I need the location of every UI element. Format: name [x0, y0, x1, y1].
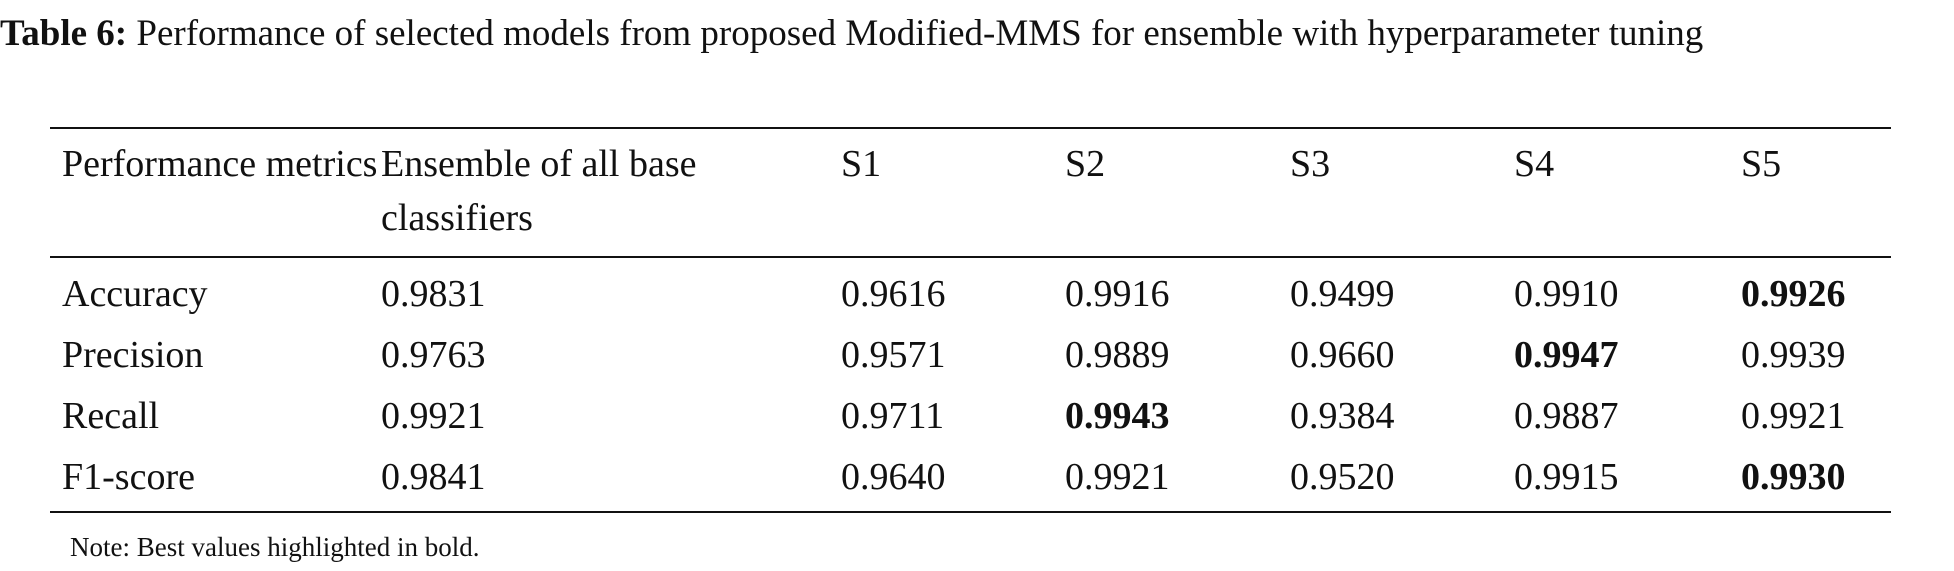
cell: 0.9384 [1290, 395, 1395, 437]
cell: 0.9616 [841, 273, 946, 315]
header-cell: S1 [841, 143, 882, 185]
table-note: Note: Best values highlighted in bold. [70, 532, 480, 562]
header-row: Performance metrics Ensemble of all base… [50, 129, 1891, 258]
cell: 0.9711 [841, 395, 945, 437]
cell: 0.9763 [381, 334, 486, 376]
cell: 0.9887 [1514, 395, 1619, 437]
cell: 0.9943 [1065, 395, 1170, 437]
cell: 0.9889 [1065, 334, 1170, 376]
header-cell: Performance metrics [62, 143, 378, 185]
cell: Precision [62, 334, 204, 376]
cell: 0.9926 [1741, 273, 1846, 315]
header-cell: S2 [1065, 143, 1106, 185]
caption-label: Table 6: [0, 13, 128, 54]
table: Performance metrics Ensemble of all base… [50, 127, 1891, 513]
cell: 0.9930 [1741, 456, 1846, 498]
caption: Table 6: Performance of selected models … [0, 8, 1950, 60]
table-row: Recall 0.9921 0.9711 0.9943 0.9384 0.988… [50, 386, 1891, 447]
cell: 0.9939 [1741, 334, 1846, 376]
header-cell: S5 [1741, 143, 1782, 185]
caption-text: Performance of selected models from prop… [136, 13, 1704, 54]
cell: 0.9499 [1290, 273, 1395, 315]
cell: 0.9520 [1290, 456, 1395, 498]
table-row: F1-score 0.9841 0.9640 0.9921 0.9520 0.9… [50, 447, 1891, 508]
cell: 0.9910 [1514, 273, 1619, 315]
cell: 0.9571 [841, 334, 946, 376]
cell: 0.9915 [1514, 456, 1619, 498]
cell: Recall [62, 395, 160, 437]
table-row: Accuracy 0.9831 0.9616 0.9916 0.9499 0.9… [50, 264, 1891, 325]
cell: 0.9640 [841, 456, 946, 498]
cell: 0.9921 [381, 395, 486, 437]
cell: 0.9660 [1290, 334, 1395, 376]
header-cell: S3 [1290, 143, 1331, 185]
cell: 0.9947 [1514, 334, 1619, 376]
cell: 0.9841 [381, 456, 486, 498]
cell: F1-score [62, 456, 195, 498]
header-cell: S4 [1514, 143, 1555, 185]
table-row: Precision 0.9763 0.9571 0.9889 0.9660 0.… [50, 325, 1891, 386]
cell: 0.9921 [1065, 456, 1170, 498]
cell: 0.9831 [381, 273, 486, 315]
cell: 0.9921 [1741, 395, 1846, 437]
header-cell: Ensemble of all base classifiers [381, 143, 697, 239]
cell: Accuracy [62, 273, 208, 315]
cell: 0.9916 [1065, 273, 1170, 315]
